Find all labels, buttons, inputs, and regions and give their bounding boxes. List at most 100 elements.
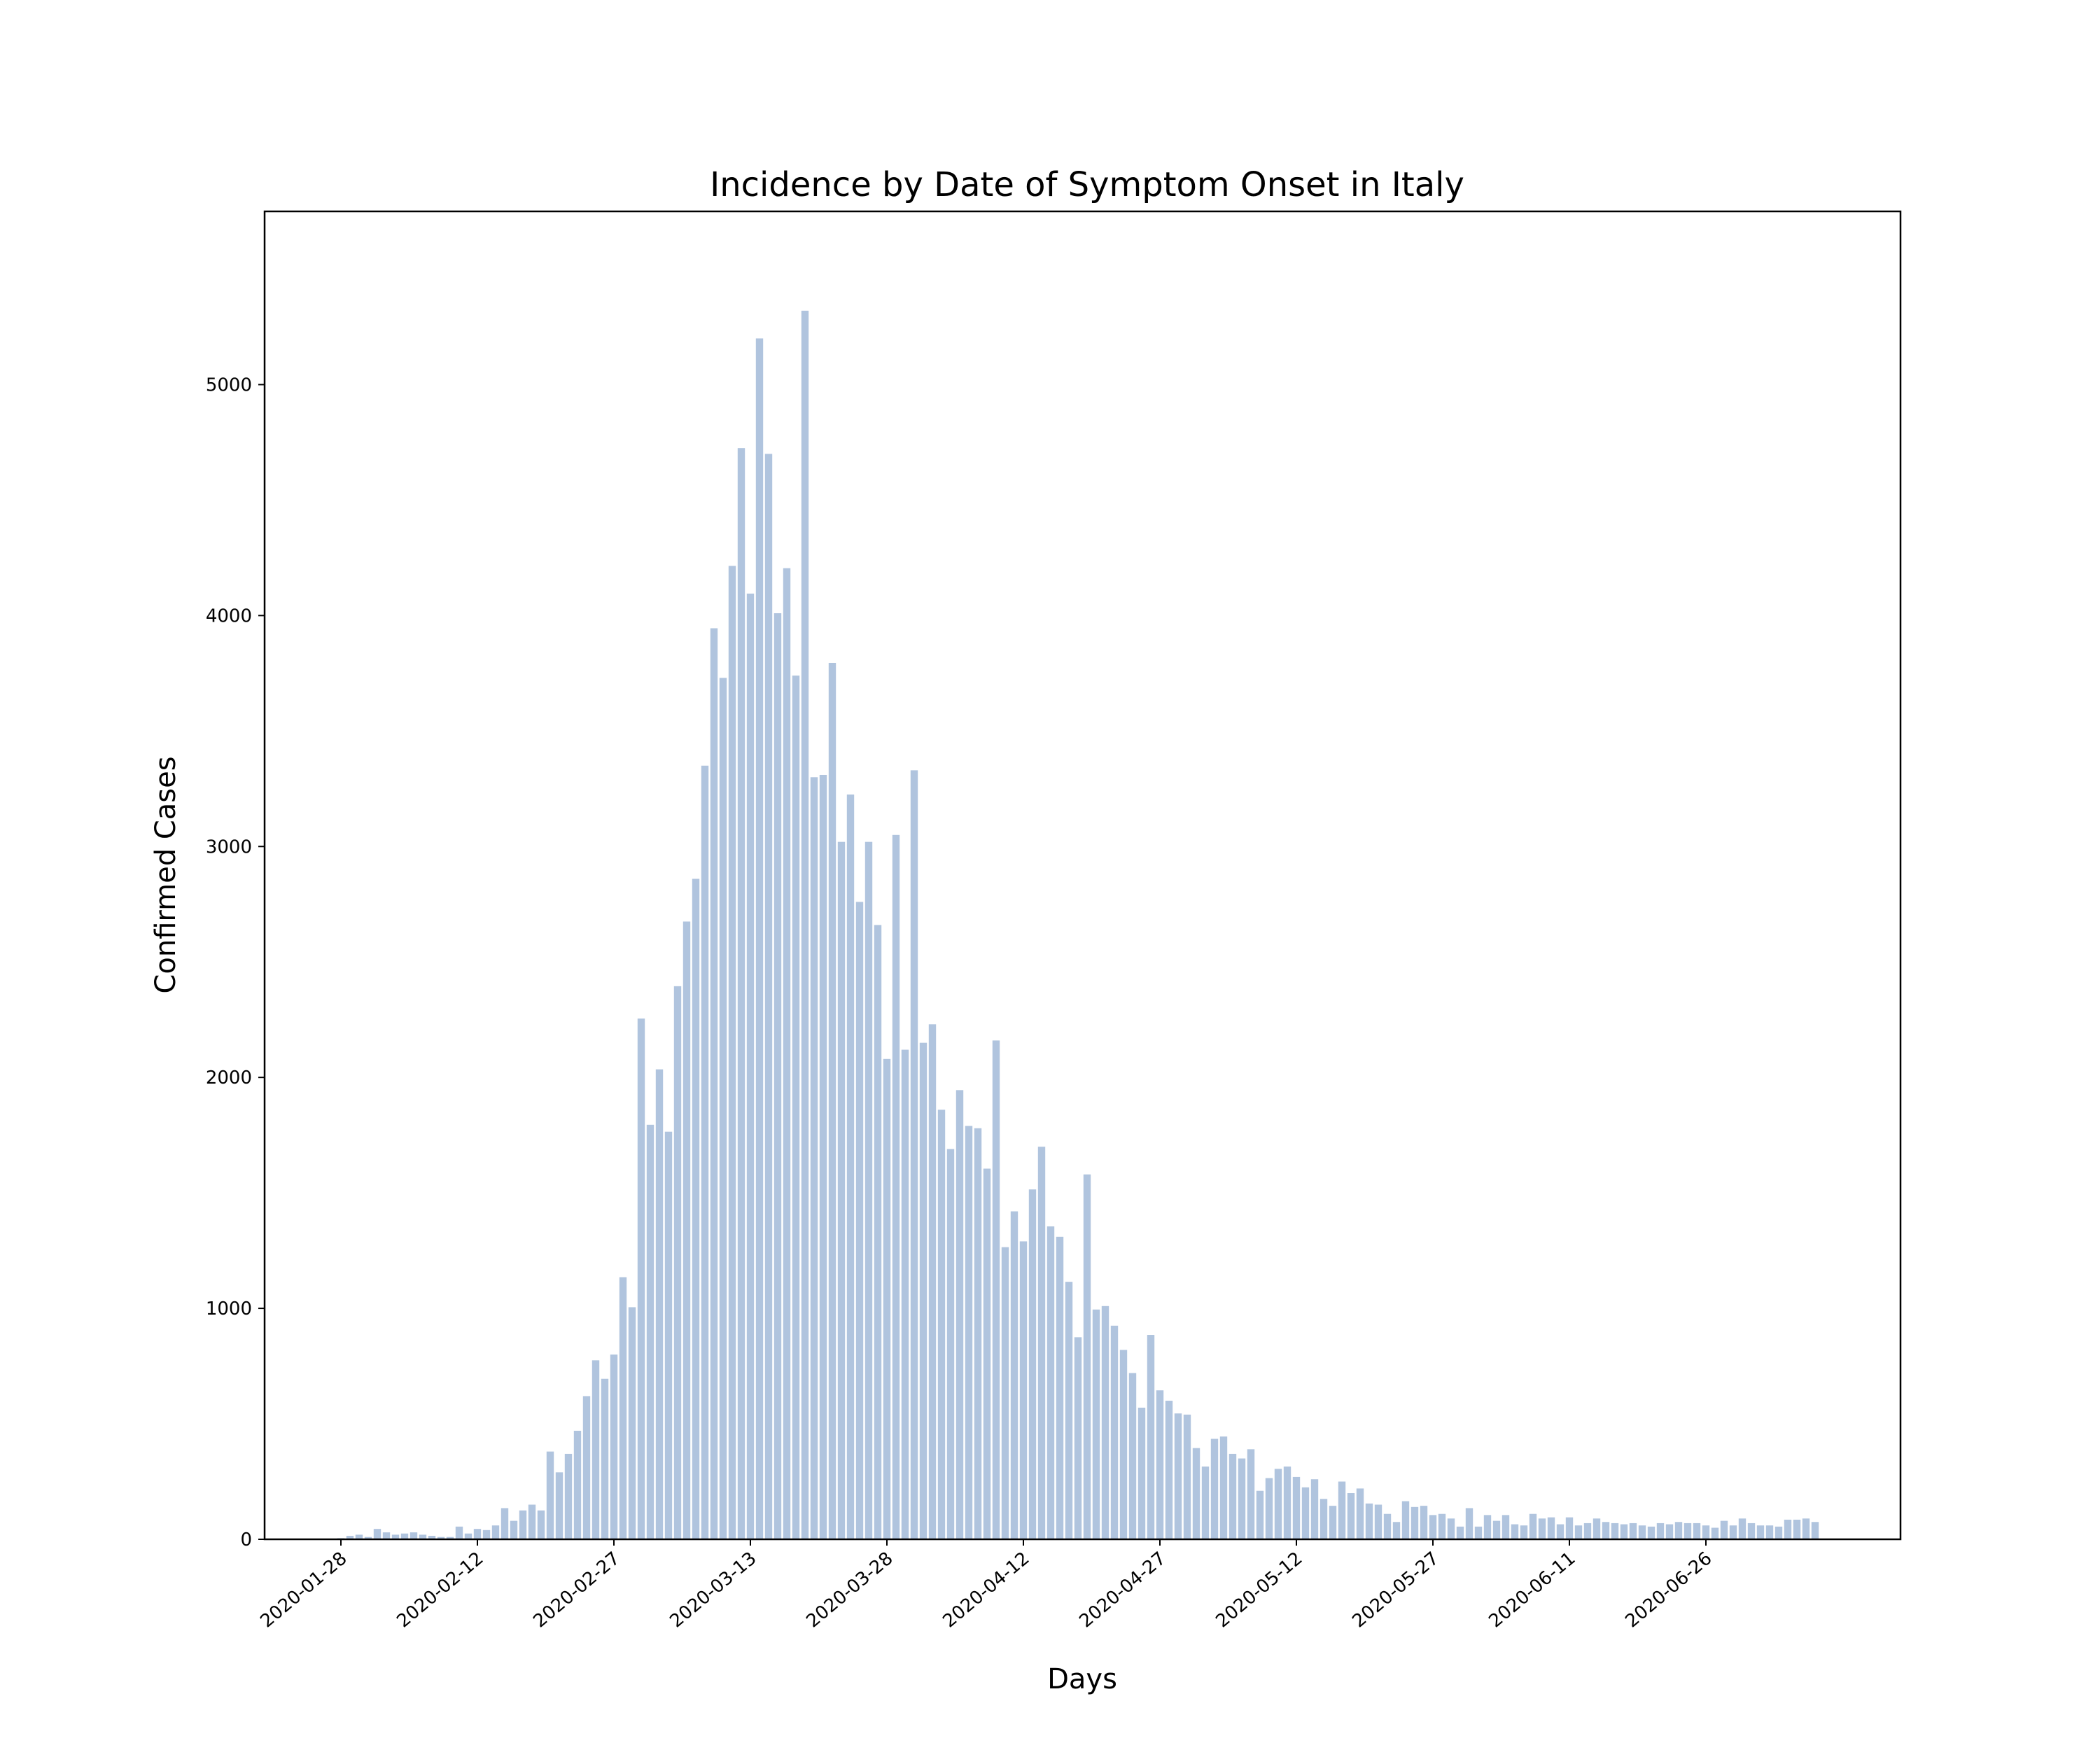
bar [1811,1522,1819,1539]
bar [1602,1522,1610,1539]
bar [692,878,700,1539]
bar [1320,1499,1328,1539]
bar [1738,1518,1746,1539]
bar [1101,1306,1110,1539]
bar [1156,1390,1164,1539]
bars-group [337,310,1819,1540]
bar [637,1018,645,1539]
bar [855,902,864,1539]
bar [464,1533,472,1539]
bar [446,1536,454,1539]
bar [346,1536,354,1539]
bar [1674,1522,1683,1539]
plot-area-frame [263,210,1902,1541]
bar [1638,1525,1646,1539]
bar [610,1354,618,1539]
bar [1265,1478,1273,1539]
y-tick-label: 0 [240,1530,252,1550]
y-tick-label: 4000 [206,606,252,626]
bar [1274,1469,1282,1539]
bar [819,774,827,1539]
bar [1684,1522,1692,1539]
bar [737,448,746,1540]
bar [919,1042,927,1539]
bar [946,1149,955,1539]
bar [1665,1524,1674,1539]
bar [1547,1517,1555,1539]
x-tick-label: 2020-04-12 [939,1548,1033,1632]
y-tick-label: 1000 [206,1298,252,1320]
bar [1228,1453,1237,1539]
bar [746,594,755,1539]
bar [846,794,855,1539]
bar [1147,1335,1155,1539]
bar [1001,1247,1009,1539]
bar [1656,1522,1665,1539]
bar [728,566,736,1540]
bar [1756,1525,1765,1539]
bar [673,986,682,1539]
bar [437,1536,445,1539]
bar [619,1277,627,1539]
bar [582,1396,591,1539]
bar [1793,1519,1801,1539]
x-tick-label: 2020-04-27 [1075,1548,1170,1632]
bar [1483,1515,1492,1539]
bar [1774,1526,1783,1539]
bar [1128,1373,1137,1539]
bar [1238,1458,1246,1539]
bar [1301,1487,1310,1539]
bar [783,568,791,1539]
bar [410,1532,418,1539]
bar [983,1168,991,1539]
x-axis: 2020-01-28 2020-02-12 2020-02-27 2020-03-13… [256,1539,1716,1632]
bar [1219,1436,1228,1539]
bar [555,1472,564,1539]
bar [1347,1493,1355,1539]
bar [974,1128,982,1539]
bar [1019,1241,1028,1539]
bar [1556,1524,1564,1539]
bar [1511,1524,1519,1539]
bar [364,1536,372,1539]
x-tick-label: 2020-02-27 [529,1548,624,1632]
bar [1702,1525,1710,1539]
bar [1583,1522,1592,1539]
bar [883,1058,891,1539]
bar [1074,1337,1082,1539]
chart-title: Incidence by Date of Symptom Onset in It… [710,165,1464,204]
bar [1693,1522,1701,1539]
bar [1183,1414,1191,1539]
bar [537,1510,545,1539]
bar [901,1049,909,1539]
bar [1247,1449,1255,1539]
bar [491,1525,500,1539]
bar [519,1510,527,1539]
bar [828,662,836,1539]
bar [592,1360,600,1539]
bar [400,1533,409,1539]
bar [801,310,809,1539]
bar [646,1124,654,1539]
bar [482,1530,491,1539]
bar [1565,1517,1574,1539]
bar [955,1090,964,1539]
bar [1620,1524,1628,1539]
bar [455,1526,463,1539]
bar [701,765,709,1539]
bar [419,1534,427,1539]
bar [1492,1520,1501,1539]
bar [1474,1526,1483,1539]
bar [1174,1413,1182,1539]
bar [1056,1236,1064,1539]
bar [355,1534,363,1539]
bar [1420,1506,1428,1539]
bar [1374,1504,1382,1539]
bar [1310,1479,1319,1539]
x-tick-label: 2020-05-12 [1212,1548,1306,1632]
bar [1192,1448,1200,1539]
x-tick-label: 2020-01-28 [256,1548,351,1632]
bar [1283,1466,1292,1539]
bar [1629,1522,1637,1539]
bar [1520,1525,1528,1539]
